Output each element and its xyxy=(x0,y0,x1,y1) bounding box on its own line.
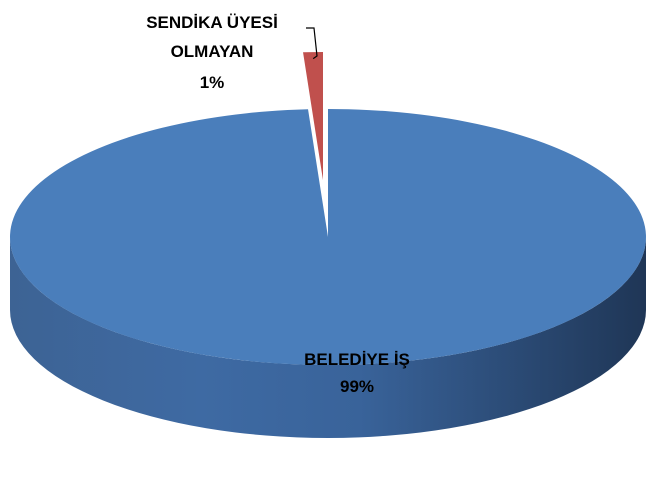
label-belediye-is-percent: 99% xyxy=(340,377,374,396)
label-belediye-is: BELEDİYE İŞ xyxy=(304,350,410,369)
label-sendika-line1: SENDİKA ÜYESİ xyxy=(146,13,278,32)
label-sendika-percent: 1% xyxy=(200,73,225,92)
slice-belediye-is xyxy=(9,109,646,366)
slice-belediye-is-side xyxy=(10,237,646,438)
leader-line xyxy=(306,27,318,60)
label-sendika-line2: OLMAYAN xyxy=(171,42,254,61)
slice-sendika-uyesi-olmayan xyxy=(303,52,323,180)
